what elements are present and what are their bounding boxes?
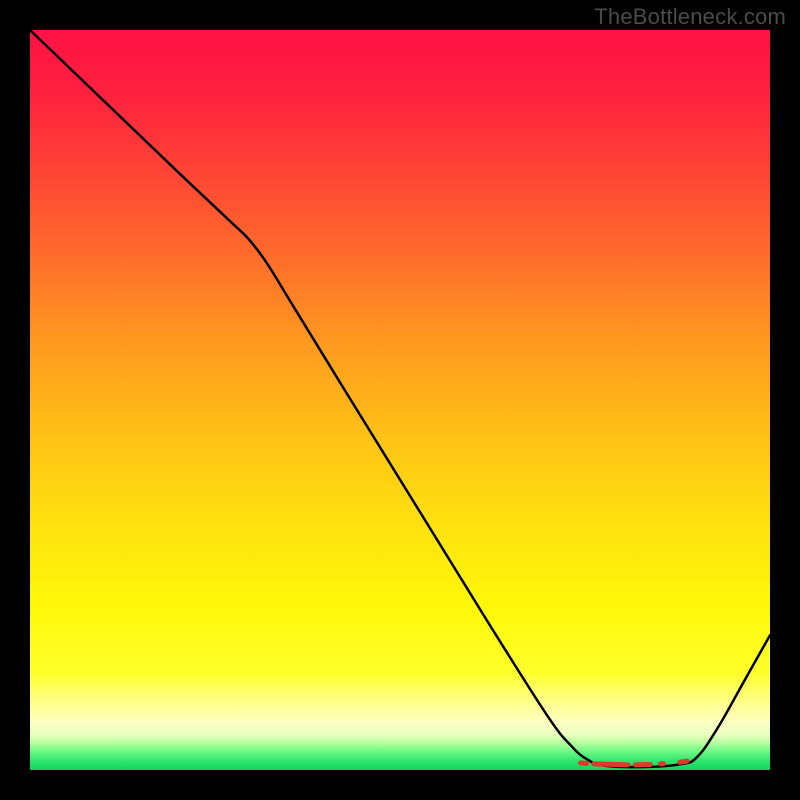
chart-gradient-bg: [30, 30, 770, 770]
bottleneck-chart: [0, 0, 800, 800]
chart-container: TheBottleneck.com: [0, 0, 800, 800]
watermark-text: TheBottleneck.com: [594, 4, 786, 30]
